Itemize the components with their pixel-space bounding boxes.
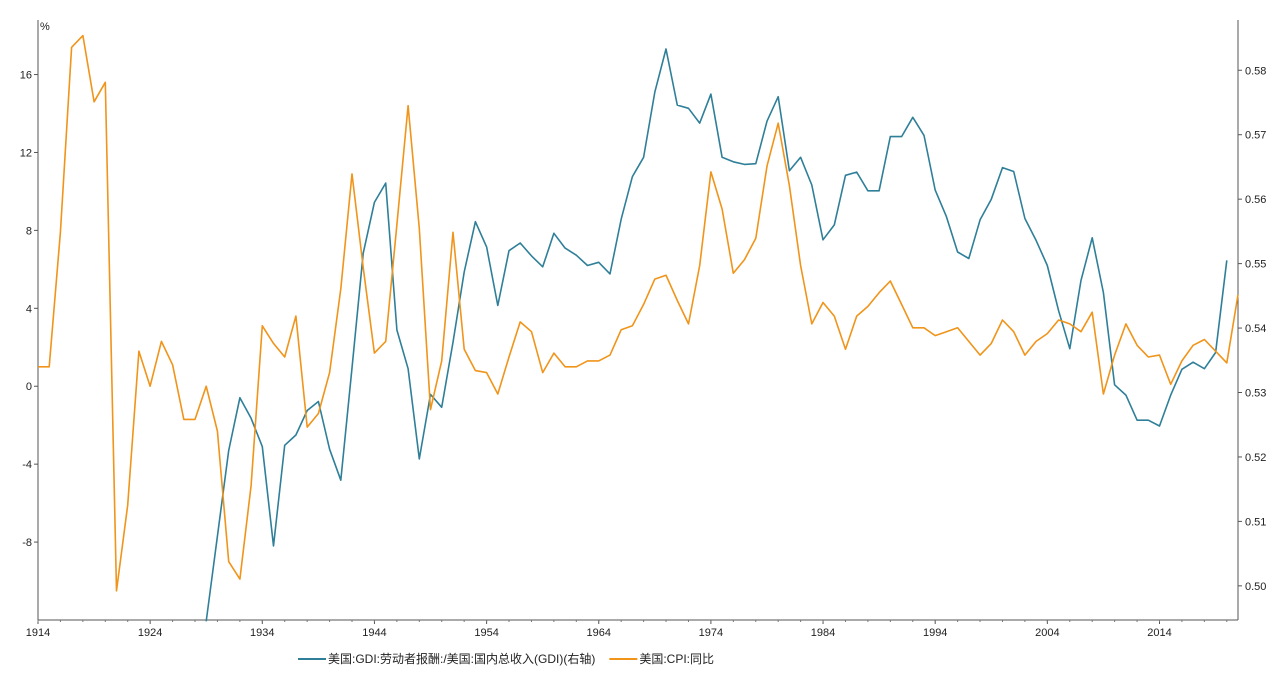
axes-frame xyxy=(37,20,1239,621)
series-line-labor-share xyxy=(205,48,1228,622)
left-tick-label: 12 xyxy=(20,147,32,159)
left-tick-label: 0 xyxy=(26,381,32,393)
legend-label: 美国:GDI:劳动者报酬:/美国:国内总收入(GDI)(右轴) xyxy=(328,651,595,666)
right-tick-label: 0.58 xyxy=(1245,65,1266,77)
x-tick-label: 1934 xyxy=(250,627,274,639)
left-tick-label: 16 xyxy=(20,70,32,82)
left-tick-label: -8 xyxy=(22,537,32,549)
left-axis-ticks: -8 -4 0 4 8 12 16 xyxy=(20,70,38,549)
x-tick-label: 2004 xyxy=(1035,627,1059,639)
x-axis-ticks: 1914 1924 1934 1944 1954 1964 1974 1984 1994 2004… xyxy=(26,620,1228,639)
right-tick-label: 0.53 xyxy=(1245,388,1266,400)
right-tick-label: 0.57 xyxy=(1245,130,1266,142)
left-tick-label: -4 xyxy=(22,459,32,471)
legend-label: 美国:CPI:同比 xyxy=(639,652,714,666)
right-tick-label: 0.51 xyxy=(1245,516,1266,528)
left-tick-label: 4 xyxy=(26,303,32,315)
right-axis-ticks: 0.50 0.51 0.52 0.53 0.54 0.55 0.56 0.57 0.58 xyxy=(1238,65,1266,593)
series-layer xyxy=(38,34,1239,622)
x-tick-label: 1954 xyxy=(474,627,498,639)
x-tick-label: 1984 xyxy=(811,627,835,639)
x-tick-label: 1944 xyxy=(362,627,386,639)
x-tick-label: 1924 xyxy=(138,627,162,639)
x-tick-label: 1994 xyxy=(923,627,947,639)
left-axis-unit-label: % xyxy=(40,21,50,33)
right-tick-label: 0.56 xyxy=(1245,194,1266,206)
x-tick-label: 1964 xyxy=(587,627,611,639)
series-line-cpi-yoy xyxy=(38,34,1239,592)
left-tick-label: 8 xyxy=(26,225,32,237)
legend: 美国:GDI:劳动者报酬:/美国:国内总收入(GDI)(右轴) 美国:CPI:同比 xyxy=(298,651,714,666)
x-tick-label: 2014 xyxy=(1147,627,1171,639)
right-tick-label: 0.52 xyxy=(1245,452,1266,464)
right-tick-label: 0.54 xyxy=(1245,323,1266,335)
right-tick-label: 0.55 xyxy=(1245,259,1266,271)
x-tick-label: 1974 xyxy=(699,627,723,639)
right-tick-label: 0.50 xyxy=(1245,581,1266,593)
x-tick-label: 1914 xyxy=(26,627,50,639)
